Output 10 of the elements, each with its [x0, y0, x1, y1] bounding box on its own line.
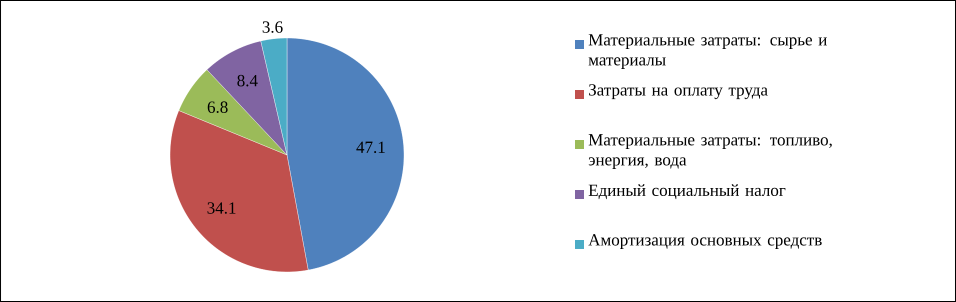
legend-label: Единый социальный налог: [588, 184, 786, 200]
legend-label: Затраты на оплату труда: [589, 84, 768, 100]
data-label: 47.1: [356, 142, 385, 154]
data-label: 3.6: [262, 21, 283, 33]
legend-label: Материальные затраты: топливо, энергия, вода: [588, 134, 832, 169]
legend-label: Амортизация основных средств: [588, 234, 822, 250]
data-label: 34.1: [208, 202, 236, 214]
legend-label: Материальные затраты: сырье и материалы: [588, 34, 827, 69]
data-label: 8.4: [237, 74, 258, 86]
data-label: 6.8: [208, 101, 228, 113]
